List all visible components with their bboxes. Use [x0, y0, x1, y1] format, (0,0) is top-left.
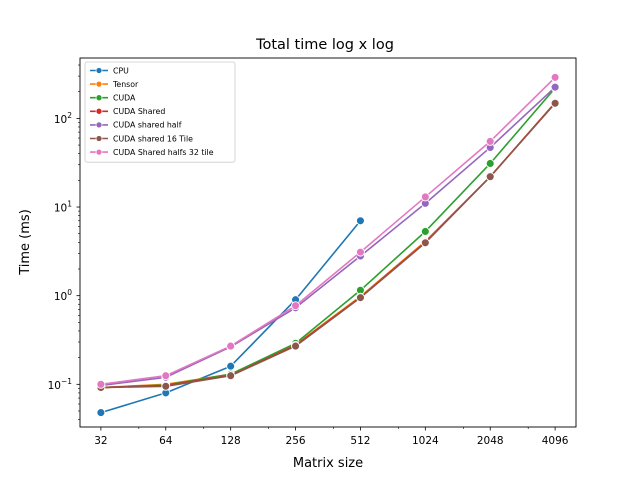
data-point [96, 379, 106, 389]
x-tick-label: 128 [221, 435, 241, 447]
series-cuda-shared-halfs-32-tile [96, 72, 560, 389]
data-point [550, 72, 560, 82]
data-point [96, 408, 106, 418]
series-layer [96, 72, 560, 418]
data-point [485, 159, 495, 168]
x-tick-label: 64 [159, 435, 173, 447]
legend-entry: CUDA [90, 94, 136, 103]
plot-frame [79, 57, 577, 428]
x-tick-label: 256 [286, 435, 306, 447]
data-point [355, 216, 365, 226]
legend-swatch-marker [95, 135, 103, 142]
x-axis: 32 64 128 256 512 1024 2048 4096 [94, 427, 569, 447]
y-tick-label: 102 [54, 111, 72, 126]
legend-swatch-marker [95, 121, 103, 129]
x-tick-label: 2048 [477, 435, 504, 447]
legend-entry: CUDA Shared halfs 32 tile [90, 148, 214, 157]
data-point [161, 371, 171, 381]
legend-entry: CPU [90, 66, 129, 75]
legend-label: Tensor [112, 80, 139, 89]
series-cpu [96, 216, 365, 418]
data-point [226, 361, 236, 371]
legend-label: CUDA Shared halfs 32 tile [113, 148, 214, 157]
series-line [100, 102, 556, 389]
data-point [550, 98, 560, 108]
data-point [226, 371, 236, 381]
series-cuda-shared-16-tile [96, 98, 560, 392]
data-point [355, 293, 365, 303]
series-line [100, 86, 556, 387]
x-tick-label: 512 [350, 435, 370, 447]
data-point [420, 227, 430, 236]
data-point [291, 341, 301, 351]
legend-label: CUDA shared 16 Tile [113, 134, 193, 143]
data-point [420, 192, 430, 202]
data-point [550, 82, 560, 92]
x-tick-label: 4096 [542, 435, 569, 447]
data-point [485, 136, 495, 146]
legend-swatch-marker [95, 148, 103, 156]
legend-swatch-marker [95, 80, 103, 88]
legend-entry: Tensor [90, 80, 139, 89]
legend-swatch-marker [95, 67, 103, 74]
legend-entry: CUDA Shared [90, 107, 165, 116]
legend-label: CUDA [113, 94, 136, 103]
x-tick-label: 1024 [412, 435, 439, 447]
legend-swatch-marker [95, 94, 103, 102]
y-tick-label: 100 [54, 288, 72, 303]
legend-label: CPU [113, 66, 129, 75]
data-point [355, 247, 365, 257]
legend-entry: CUDA shared half [90, 121, 182, 130]
data-point [226, 341, 236, 351]
data-point [485, 172, 495, 182]
data-point [420, 238, 430, 248]
legend: CPU Tensor CUDA CUDA Shared CUDA shared half… [84, 61, 236, 163]
data-point [291, 301, 301, 311]
y-axis-label: Time (ms) [18, 209, 33, 276]
y-tick-label: 101 [54, 200, 72, 215]
data-point [161, 381, 171, 391]
legend-label: CUDA shared half [113, 121, 182, 130]
legend-box [84, 61, 236, 163]
series-line [100, 76, 556, 386]
chart-title: Total time log x log [255, 37, 394, 53]
legend-entry: CUDA shared 16 Tile [90, 134, 193, 143]
legend-label: CUDA Shared [113, 107, 165, 116]
y-tick-label: 10−1 [48, 377, 73, 392]
x-tick-label: 32 [94, 435, 107, 447]
legend-swatch-marker [95, 107, 103, 115]
x-axis-label: Matrix size [293, 456, 363, 471]
y-axis: 10−1 100 101 102 [48, 111, 80, 392]
